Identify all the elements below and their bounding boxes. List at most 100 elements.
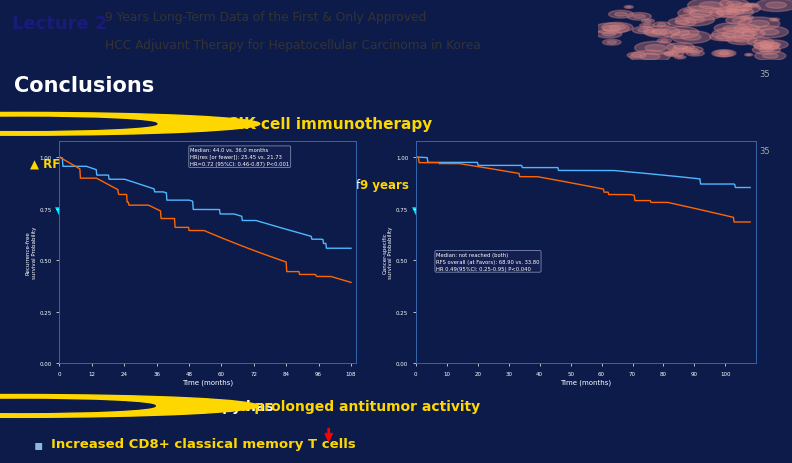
Circle shape: [668, 19, 696, 28]
Circle shape: [738, 18, 780, 31]
Circle shape: [675, 21, 689, 25]
Text: ▼ 51% risk of cancer-related death: ▼ 51% risk of cancer-related death: [412, 204, 643, 217]
Circle shape: [733, 19, 745, 23]
Circle shape: [744, 54, 752, 57]
Circle shape: [754, 42, 779, 50]
Circle shape: [683, 10, 697, 14]
Circle shape: [645, 21, 651, 23]
Circle shape: [687, 11, 693, 13]
Circle shape: [735, 6, 752, 12]
Circle shape: [743, 5, 752, 8]
Circle shape: [0, 400, 155, 413]
Text: 35: 35: [760, 147, 770, 156]
Circle shape: [734, 25, 760, 33]
Circle shape: [630, 51, 670, 64]
Text: HCC Adjuvant Therapy for Hepatocellular Carcinoma in Korea: HCC Adjuvant Therapy for Hepatocellular …: [105, 39, 481, 52]
Circle shape: [756, 0, 792, 13]
Circle shape: [734, 38, 749, 43]
Circle shape: [740, 17, 753, 21]
Circle shape: [596, 31, 622, 39]
Circle shape: [685, 18, 705, 24]
Circle shape: [653, 23, 670, 28]
Circle shape: [594, 24, 629, 35]
Circle shape: [603, 40, 621, 46]
Circle shape: [714, 51, 736, 57]
Text: 9 Years Long-Term Data of the First & Only Approved: 9 Years Long-Term Data of the First & On…: [105, 11, 426, 24]
Text: ▼ 28% risk of recurrence or death: ▼ 28% risk of recurrence or death: [55, 204, 280, 217]
Circle shape: [754, 43, 779, 51]
Circle shape: [607, 42, 616, 44]
Text: Adjuvant CIK cell therapy has: Adjuvant CIK cell therapy has: [42, 399, 279, 413]
Circle shape: [725, 10, 744, 16]
Circle shape: [748, 39, 774, 47]
Circle shape: [687, 49, 698, 52]
Circle shape: [759, 41, 788, 50]
Circle shape: [664, 52, 678, 56]
Circle shape: [610, 26, 625, 31]
Circle shape: [691, 53, 699, 56]
Circle shape: [742, 32, 757, 37]
Circle shape: [645, 30, 667, 37]
Circle shape: [687, 0, 734, 13]
Circle shape: [667, 44, 695, 52]
Circle shape: [686, 51, 704, 57]
Text: Median: 44.0 vs. 36.0 months
HR(res [or fewer]): 25.45 vs. 21.73
HR=0.72 (95%CI:: Median: 44.0 vs. 36.0 months HR(res [or …: [190, 148, 289, 167]
Circle shape: [726, 4, 760, 15]
Circle shape: [723, 26, 741, 32]
Circle shape: [643, 25, 650, 28]
Circle shape: [632, 55, 641, 57]
Circle shape: [657, 24, 666, 27]
Circle shape: [661, 27, 699, 39]
Circle shape: [657, 39, 672, 44]
Circle shape: [603, 26, 620, 32]
Circle shape: [766, 3, 786, 9]
Circle shape: [720, 52, 730, 56]
Text: 35: 35: [760, 70, 770, 79]
Circle shape: [741, 27, 753, 31]
Circle shape: [634, 42, 676, 56]
Circle shape: [664, 51, 683, 57]
Y-axis label: Cancer-specific
survival Probability: Cancer-specific survival Probability: [383, 226, 393, 278]
Circle shape: [626, 7, 631, 9]
Text: a prolonged antitumor activity: a prolonged antitumor activity: [240, 399, 480, 413]
Circle shape: [627, 13, 651, 21]
Circle shape: [675, 56, 686, 60]
Circle shape: [763, 54, 778, 59]
Circle shape: [748, 21, 769, 28]
Circle shape: [745, 6, 750, 7]
Circle shape: [772, 20, 777, 21]
Circle shape: [661, 40, 668, 43]
Circle shape: [677, 49, 687, 52]
Circle shape: [754, 41, 767, 45]
Circle shape: [677, 57, 683, 59]
Circle shape: [725, 17, 752, 25]
Circle shape: [676, 14, 714, 27]
Circle shape: [674, 46, 687, 50]
Circle shape: [699, 3, 722, 10]
Circle shape: [720, 0, 748, 9]
Circle shape: [608, 11, 634, 19]
Circle shape: [712, 51, 733, 58]
Circle shape: [727, 2, 741, 6]
Circle shape: [645, 45, 666, 52]
Text: Increased CD8+ classical memory T cells: Increased CD8+ classical memory T cells: [51, 438, 356, 450]
Text: Adjuvant autologous CIK cell immunotherapy: Adjuvant autologous CIK cell immunothera…: [44, 117, 432, 132]
Circle shape: [653, 30, 671, 36]
Circle shape: [624, 6, 633, 9]
X-axis label: Time (months): Time (months): [561, 379, 611, 385]
Circle shape: [627, 53, 645, 59]
Circle shape: [718, 52, 728, 56]
Circle shape: [633, 15, 645, 19]
Text: Conclusions: Conclusions: [14, 75, 154, 95]
Circle shape: [681, 35, 701, 41]
Circle shape: [714, 24, 749, 35]
Circle shape: [755, 52, 786, 62]
Circle shape: [726, 9, 741, 14]
Circle shape: [643, 27, 680, 38]
X-axis label: Time (months): Time (months): [182, 379, 234, 385]
Circle shape: [632, 28, 654, 35]
Circle shape: [710, 9, 738, 18]
Circle shape: [615, 13, 627, 17]
Text: Lecture 2: Lecture 2: [12, 15, 108, 33]
Circle shape: [749, 5, 756, 7]
